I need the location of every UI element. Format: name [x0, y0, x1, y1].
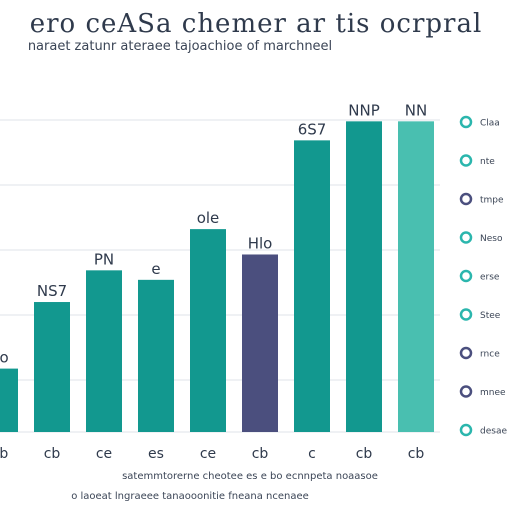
bar-7 — [294, 140, 330, 433]
legend-marker-5 — [459, 269, 473, 283]
legend-marker-9 — [459, 423, 473, 437]
value-label-8: NNP — [348, 101, 380, 119]
legend-label-9: desae — [480, 427, 507, 437]
legend-marker-1 — [459, 115, 473, 129]
value-label-6: Hlo — [248, 234, 273, 252]
value-label-2: NS7 — [37, 282, 67, 300]
value-label-3: PN — [94, 250, 114, 268]
bar-8 — [346, 121, 382, 432]
legend-label-2: nte — [480, 157, 495, 167]
value-label-9: NN — [405, 101, 427, 119]
x-tick-label-9: cb — [408, 446, 425, 462]
x-tick-label-1: cb — [0, 446, 8, 462]
chart-subtitle: naraet zatunr ateraee tajoachioe of marc… — [28, 39, 332, 54]
value-labels-group: co NS7 PN e ole Hlo 6S7 NNP NN — [0, 101, 427, 366]
legend-marker-8 — [459, 385, 473, 398]
value-label-4: e — [151, 260, 160, 278]
legend-marker-7 — [459, 346, 473, 360]
legend-label-1: Claa — [480, 119, 500, 129]
legend-label-8: mnee — [480, 388, 506, 398]
legend-marker-2 — [459, 154, 473, 167]
chart-title: ero ceASa chemer ar tis ocrpral — [30, 9, 483, 39]
x-tick-label-4: es — [148, 446, 164, 462]
bar-2 — [34, 302, 70, 432]
bar-4 — [138, 279, 174, 432]
x-tick-label-6: cb — [252, 446, 269, 462]
bars-group — [0, 121, 434, 433]
x-tick-label-2: cb — [44, 446, 61, 462]
bar-3 — [86, 270, 122, 432]
x-tick-label-5: ce — [200, 446, 216, 462]
footer-line-1: satemmtorerne cheotee es e bo ecnnpeta n… — [122, 471, 378, 482]
value-label-7: 6S7 — [298, 120, 327, 138]
bar-5 — [190, 229, 226, 432]
legend-label-3: tmpe — [480, 196, 504, 206]
x-tick-label-3: ce — [96, 446, 112, 462]
legend-label-7: rnce — [480, 350, 500, 360]
legend-label-4: Neso — [480, 234, 503, 244]
bar-9 — [398, 121, 434, 432]
legend-marker-4 — [459, 231, 473, 244]
footer-line-2: o laoeat lngraeee tanaooonitie fneana nc… — [71, 491, 309, 502]
legend: Claa nte tmpe Neso erse Stee rnce mnee desae — [459, 115, 507, 437]
value-label-1: co — [0, 349, 9, 367]
legend-label-5: erse — [480, 273, 500, 283]
legend-marker-3 — [459, 192, 473, 206]
x-tick-label-7: c — [308, 446, 316, 462]
bar-1 — [0, 368, 18, 432]
bar-6 — [242, 254, 278, 432]
value-label-5: ole — [197, 209, 220, 227]
legend-marker-6 — [459, 308, 473, 321]
x-tick-label-8: cb — [356, 446, 373, 462]
legend-label-6: Stee — [480, 311, 501, 321]
x-tick-labels-group: cb cb ce es ce cb c cb cb — [0, 446, 424, 462]
